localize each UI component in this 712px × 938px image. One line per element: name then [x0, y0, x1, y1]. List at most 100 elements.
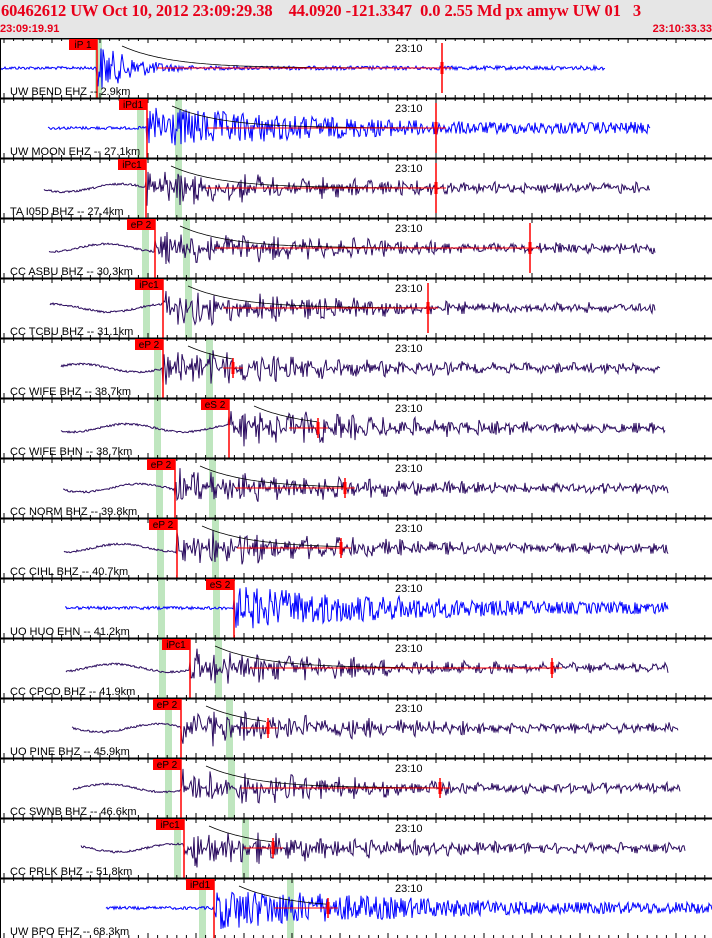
coda-end-handle[interactable]	[339, 542, 343, 554]
coda-decay-curve	[205, 705, 267, 722]
coda-end-handle[interactable]	[266, 722, 270, 734]
event-summary: 60462612 UW Oct 10, 2012 23:09:29.38 44.…	[1, 1, 642, 20]
waveform-trace	[65, 648, 669, 684]
channel-panel[interactable]: 23:10 eS 2 CC WIFE BHN -- 38.7km	[0, 397, 712, 458]
channel-label: CC CPCO BHZ -- 41.9km	[10, 686, 135, 698]
minute-label: 23:10	[395, 643, 423, 655]
channel-panel[interactable]: 23:10 eP 2 CC ASBU BHZ -- 30.3km	[0, 217, 712, 278]
channel-label: UW MOON EHZ -- 27.1km	[10, 146, 140, 158]
coda-decay-curve	[238, 885, 327, 905]
seismogram-panel-stack[interactable]: 23:10 iP 1 UW BEND EHZ -- 2.9km 23:10 iPd1 UW…	[0, 38, 712, 938]
phase-pick-flag[interactable]	[147, 459, 175, 470]
coda-end-handle[interactable]	[271, 842, 275, 854]
window-end-time: 23:10:33.33	[652, 23, 712, 35]
channel-panel[interactable]: 23:10 eP 2 CC SWNB BHZ -- 46.6km	[0, 757, 712, 818]
phase-pick-flag[interactable]	[119, 99, 147, 110]
pick-window	[159, 638, 166, 698]
channel-panel[interactable]: 23:10 iPd1 UW MOON EHZ -- 27.1km	[0, 97, 712, 158]
minute-label: 23:10	[395, 763, 423, 775]
phase-pick-flag[interactable]	[135, 279, 163, 290]
phase-pick-flag[interactable]	[149, 519, 177, 530]
phase-pick-flag[interactable]	[153, 699, 181, 710]
coda-end-handle[interactable]	[438, 782, 442, 794]
phase-pick-flag[interactable]	[156, 819, 184, 830]
coda-end-handle[interactable]	[434, 122, 438, 134]
window-start-time: 23:09:19.91	[0, 23, 60, 35]
phase-pick-flag[interactable]	[127, 219, 155, 230]
channel-panel[interactable]: 23:10 eP 2 CC NORM BHZ -- 39.8km	[0, 457, 712, 518]
phase-pick-flag[interactable]	[118, 159, 146, 170]
coda-end-handle[interactable]	[343, 482, 347, 494]
waveform-trace	[63, 468, 669, 502]
coda-decay-curve	[253, 405, 318, 423]
channel-panel[interactable]: 23:10 iPc1 CC TCBU BHZ -- 31.1km	[0, 277, 712, 338]
minute-label: 23:10	[395, 43, 423, 55]
channel-panel[interactable]: 23:10 iPc1 TA I05D BHZ -- 27.4km	[0, 157, 712, 218]
minute-label: 23:10	[395, 103, 423, 115]
phase-pick-label: eP 2	[153, 520, 174, 531]
coda-decay-curve	[201, 525, 341, 547]
coda-end-handle[interactable]	[528, 242, 532, 254]
coda-decay-curve	[121, 45, 440, 69]
phase-pick-label: eS 2	[205, 400, 226, 411]
waveform-trace	[80, 832, 686, 868]
phase-pick-label: eP 2	[139, 340, 160, 351]
channel-label: CC TCBU BHZ -- 31.1km	[10, 326, 133, 338]
channel-panel[interactable]: 23:10 eP 2 CC CIHL BHZ -- 40.7km	[0, 517, 712, 578]
pick-window	[142, 218, 149, 278]
phase-pick-label: iPc1	[122, 160, 142, 171]
phase-pick-flag[interactable]	[69, 39, 97, 50]
channel-panel[interactable]: 23:10 iP 1 UW BEND EHZ -- 2.9km	[0, 38, 712, 98]
channel-label: CC SWNB BHZ -- 46.6km	[10, 806, 137, 818]
phase-pick-flag[interactable]	[201, 399, 229, 410]
channel-panel[interactable]: 23:10 iPc1 CC PRLK BHZ -- 51.8km	[0, 817, 712, 878]
coda-end-handle[interactable]	[231, 362, 235, 374]
minute-label: 23:10	[395, 283, 423, 295]
phase-pick-label: eP 2	[151, 460, 172, 471]
coda-end-handle[interactable]	[434, 182, 438, 194]
waveform-trace	[71, 710, 679, 747]
coda-decay-curve	[187, 345, 234, 360]
minute-label: 23:10	[395, 343, 423, 355]
phase-pick-label: eP 2	[157, 700, 178, 711]
pick-window	[215, 638, 222, 698]
phase-pick-flag[interactable]	[153, 759, 181, 770]
channel-panel[interactable]: 23:10 iPd1 UW BPO EHZ -- 68.3km	[0, 877, 712, 938]
minute-label: 23:10	[395, 463, 423, 475]
channel-label: CC NORM BHZ -- 39.8km	[10, 506, 137, 518]
phase-pick-flag[interactable]	[162, 639, 190, 650]
channel-label: UO HUO EHN -- 41.2km	[10, 626, 130, 638]
waveform-trace	[72, 768, 681, 804]
pick-window	[174, 818, 181, 878]
channel-label: UO PINE BHZ -- 45.9km	[10, 746, 130, 758]
coda-end-handle[interactable]	[440, 62, 444, 74]
coda-end-handle[interactable]	[326, 902, 330, 914]
phase-pick-flag[interactable]	[135, 339, 163, 350]
phase-pick-flag[interactable]	[206, 579, 234, 590]
pick-window	[157, 518, 164, 578]
channel-panel[interactable]: 23:10 iPc1 CC CPCO BHZ -- 41.9km	[0, 637, 712, 698]
waveform-trace	[65, 587, 669, 629]
coda-end-handle[interactable]	[550, 662, 554, 674]
channel-label: UW BEND EHZ -- 2.9km	[10, 86, 130, 98]
channel-panel[interactable]: 23:10 eP 2 UO PINE BHZ -- 45.9km	[0, 697, 712, 758]
pick-window	[165, 698, 172, 758]
pick-window	[213, 578, 220, 638]
minute-label: 23:10	[395, 403, 423, 415]
pick-window	[175, 158, 182, 218]
minute-label: 23:10	[395, 703, 423, 715]
pick-window	[154, 338, 161, 398]
channel-label: UW BPO EHZ -- 68.3km	[10, 926, 129, 938]
waveform-trace	[48, 231, 656, 265]
coda-end-handle[interactable]	[316, 422, 320, 434]
channel-label: CC ASBU BHZ -- 30.3km	[10, 266, 133, 278]
minute-label: 23:10	[395, 523, 423, 535]
coda-end-handle[interactable]	[426, 302, 430, 314]
phase-pick-flag[interactable]	[186, 879, 214, 890]
minute-label: 23:10	[395, 163, 423, 175]
channel-panel[interactable]: 23:10 eP 2 CC WIFE BHZ -- 38.7km	[0, 337, 712, 398]
channel-panel[interactable]: 23:10 eS 2 UO HUO EHN -- 41.2km	[0, 577, 712, 638]
pick-window	[158, 578, 165, 638]
minute-label: 23:10	[395, 823, 423, 835]
waveform-trace	[47, 107, 651, 146]
